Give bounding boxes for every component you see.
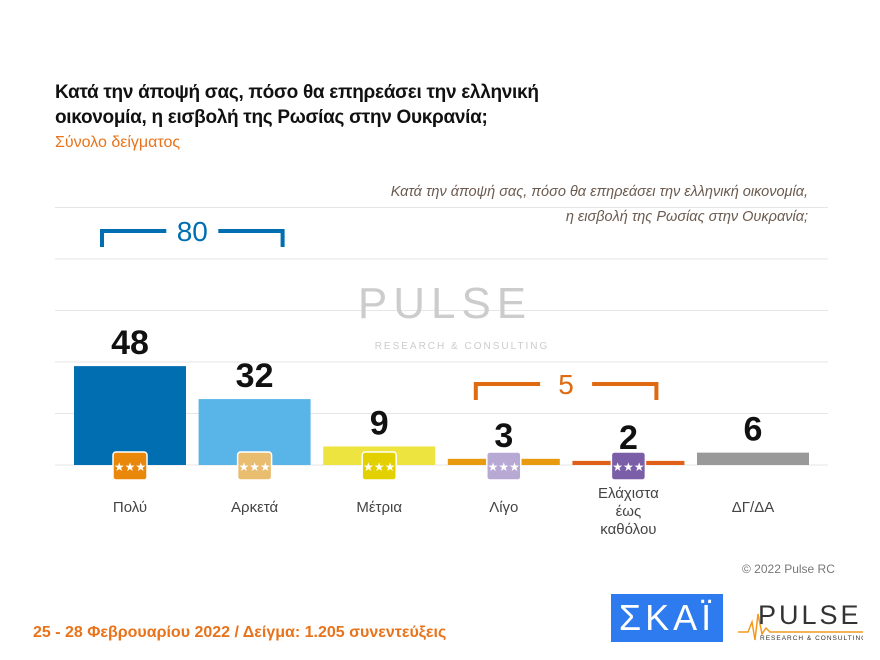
stars-badge-icon [610,451,647,481]
chart-subtitle: Σύνολο δείγματος [55,134,181,151]
category-label: Πολύ [113,499,147,516]
svg-text:RESEARCH & CONSULTING: RESEARCH & CONSULTING [760,635,863,642]
stars-badge-icon [236,451,273,481]
star-icon: ★★★ [488,460,520,474]
watermark: PULSE [358,279,532,328]
category-label: έως [616,503,642,520]
category-label: Αρκετά [231,499,278,516]
star-icon: ★★★ [612,460,644,474]
bar [74,366,186,465]
group-total-label: 5 [558,369,574,400]
category-label: ΔΓ/ΔΑ [732,499,774,516]
data-label: 48 [111,324,149,362]
data-label: 9 [370,404,389,442]
bar [697,452,809,465]
question-line: η εισβολή της Ρωσίας στην Ουκρανία; [565,209,808,225]
star-icon: ★★★ [238,460,270,474]
data-label: 3 [494,417,513,455]
svg-text:PULSE: PULSE [758,600,862,630]
category-label: Λίγο [489,499,518,516]
group-bracket [473,382,659,400]
question-text: Κατά την άποψή σας, πόσο θα επηρεάσει τη… [308,180,808,230]
category-label: Ελάχιστα [598,485,659,502]
category-label: καθόλου [600,521,656,538]
star-icon: ★★★ [363,460,395,474]
stars-badge-icon [361,451,397,481]
skai-logo: ΣΚΑΪ [611,594,723,642]
copyright: © 2022 Pulse RC [742,562,835,576]
data-label: 6 [744,411,763,449]
stars-badge-icon [112,451,148,481]
pulse-logo: PULSE RESEARCH & CONSULTING [738,600,863,642]
category-label: Μέτρια [356,499,402,516]
watermark-sub: RESEARCH & CONSULTING [375,341,550,352]
data-label: 32 [236,357,274,395]
footer-info: 25 - 28 Φεβρουαρίου 2022 / Δείγμα: 1.205… [33,624,447,641]
group-total-label: 80 [177,216,208,247]
question-line: Κατά την άποψή σας, πόσο θα επηρεάσει τη… [390,184,808,200]
chart-title: Κατά την άποψή σας, πόσο θα επηρεάσει τη… [55,82,539,128]
star-icon: ★★★ [114,460,146,474]
stars-badge-icon [486,451,522,481]
group-bracket [100,229,285,247]
data-label: 2 [619,419,638,457]
